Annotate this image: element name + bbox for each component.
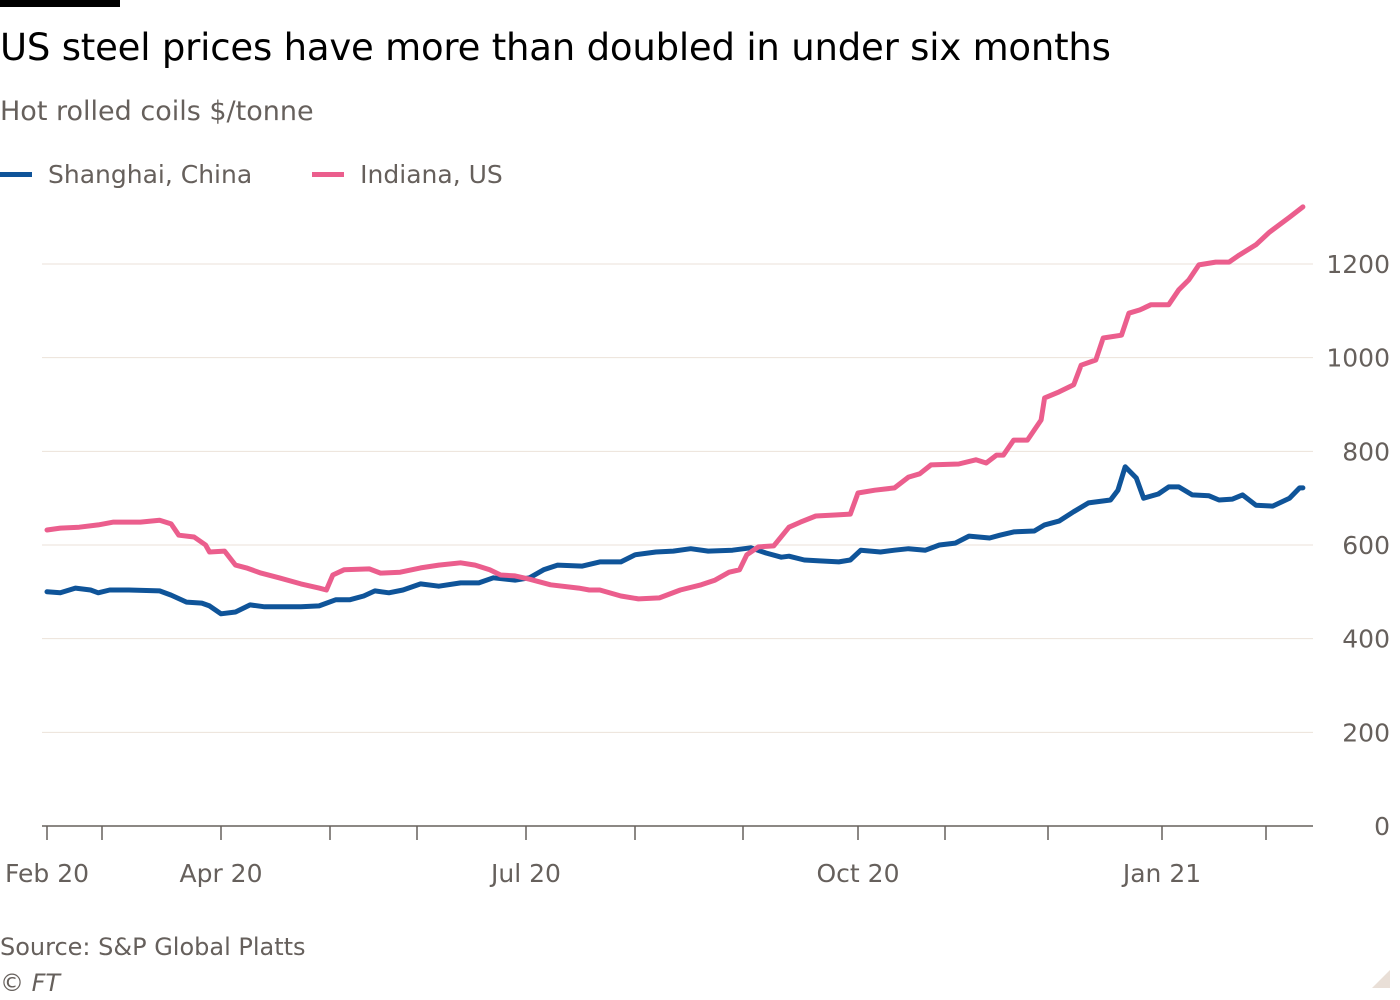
copyright: © FT xyxy=(0,969,61,997)
y-tick-label: 1000 xyxy=(1326,344,1390,373)
legend: Shanghai, China Indiana, US xyxy=(0,160,563,189)
x-tick-label: Oct 20 xyxy=(817,859,900,888)
y-tick-label: 800 xyxy=(1342,437,1390,466)
x-tick-label: Jan 21 xyxy=(1121,859,1201,888)
corner-fold-icon xyxy=(1372,970,1390,988)
chart-title: US steel prices have more than doubled i… xyxy=(0,26,1111,69)
y-tick-label: 200 xyxy=(1342,718,1390,747)
y-tick-label: 600 xyxy=(1342,531,1390,560)
source-note: Source: S&P Global Platts xyxy=(0,933,306,961)
legend-label-indiana: Indiana, US xyxy=(360,160,503,189)
y-tick-label: 400 xyxy=(1342,625,1390,654)
x-tick-label: Feb 20 xyxy=(5,859,89,888)
y-tick-label: 1200 xyxy=(1326,250,1390,279)
legend-label-shanghai: Shanghai, China xyxy=(48,160,253,189)
ft-top-bar xyxy=(0,0,120,7)
legend-item-shanghai: Shanghai, China xyxy=(0,160,252,189)
x-tick-label: Apr 20 xyxy=(179,859,262,888)
series-line-indiana xyxy=(44,204,1306,602)
legend-swatch-indiana xyxy=(312,172,345,177)
x-tick-label: Jul 20 xyxy=(489,859,561,888)
series-line-shanghai xyxy=(44,464,1306,617)
y-tick-label: 0 xyxy=(1374,812,1390,841)
legend-item-indiana: Indiana, US xyxy=(312,160,503,189)
legend-swatch-shanghai xyxy=(0,172,32,177)
chart-subtitle: Hot rolled coils $/tonne xyxy=(0,96,314,127)
